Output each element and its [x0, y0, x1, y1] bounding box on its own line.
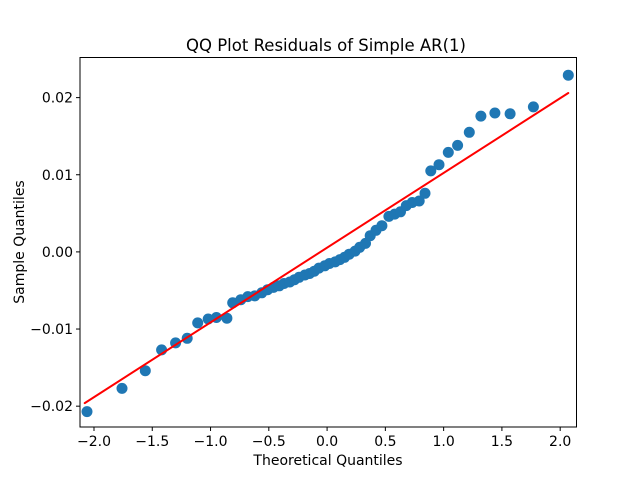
x-axis-label: Theoretical Quantiles	[252, 453, 402, 469]
scatter-point	[419, 187, 431, 199]
x-tick-label: −2.0	[77, 434, 111, 450]
scatter-point	[81, 406, 93, 418]
scatter-point	[475, 110, 487, 122]
scatter-point	[376, 220, 388, 232]
scatter-point	[221, 312, 233, 324]
x-tick-label: −1.0	[194, 434, 228, 450]
y-axis-label: Sample Quantiles	[12, 180, 28, 303]
x-tick-label: 0.0	[316, 434, 338, 450]
scatter-point	[413, 195, 425, 207]
x-tick-label: 1.0	[433, 434, 455, 450]
y-tick-label: −0.01	[30, 322, 73, 338]
scatter-point	[192, 317, 204, 329]
scatter-point	[433, 159, 445, 171]
x-axis-ticks: −2.0 −1.5 −1.0 −0.5 0.0 0.5 1.0 1.5 2.0	[77, 427, 571, 450]
scatter-point	[463, 126, 475, 138]
scatter-point	[116, 382, 128, 394]
y-tick-label: 0.00	[42, 245, 73, 261]
x-tick-label: −1.5	[135, 434, 169, 450]
plot-frame	[79, 57, 577, 428]
scatter-point	[442, 146, 454, 158]
scatter-point	[425, 165, 437, 177]
y-axis-ticks: 0.02 0.01 0.00 −0.01 −0.02	[30, 91, 80, 415]
y-tick-label: 0.01	[42, 168, 73, 184]
scatter-point	[139, 365, 151, 377]
scatter-point	[504, 108, 516, 120]
chart-title: QQ Plot Residuals of Simple AR(1)	[186, 36, 466, 55]
scatter-point	[527, 101, 539, 113]
x-tick-label: 1.5	[491, 434, 513, 450]
series-layer	[81, 69, 574, 418]
x-tick-label: 2.0	[549, 434, 571, 450]
residual-quantiles-series	[81, 69, 574, 418]
scatter-point	[562, 69, 574, 81]
y-tick-label: 0.02	[42, 91, 73, 107]
scatter-point	[489, 107, 501, 119]
scatter-point	[452, 139, 464, 151]
x-tick-label: 0.5	[374, 434, 396, 450]
y-tick-label: −0.02	[30, 399, 73, 415]
qq-reference-line	[83, 92, 570, 405]
x-tick-label: −0.5	[252, 434, 286, 450]
